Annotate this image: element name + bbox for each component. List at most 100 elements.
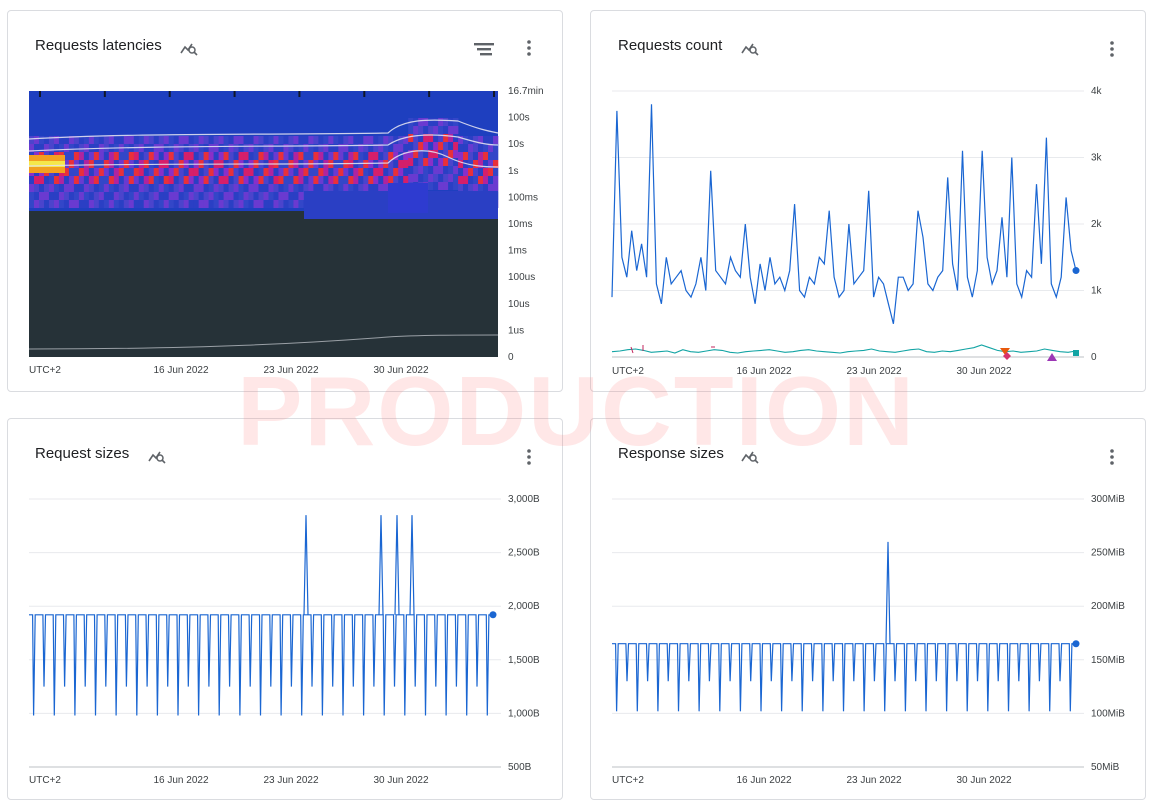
- heatmap-cell: [448, 126, 454, 134]
- heatmap-cell: [48, 200, 55, 208]
- heatmap-cell: [368, 152, 374, 160]
- heatmap-cell: [363, 152, 369, 160]
- heatmap-cell: [218, 144, 224, 152]
- heatmap-cell: [103, 152, 110, 160]
- heatmap-cell: [78, 184, 85, 192]
- heatmap-cell: [418, 126, 424, 134]
- heatmap-cell: [303, 144, 309, 152]
- heatmap-cell: [433, 118, 439, 126]
- heatmap-cell: [478, 160, 484, 168]
- heatmap-cell: [253, 184, 259, 192]
- explore-chart-icon[interactable]: [741, 40, 759, 56]
- heatmap-cell: [168, 168, 174, 176]
- heatmap-cell: [378, 144, 384, 152]
- heatmap-cell: [403, 176, 409, 184]
- heatmap-cell: [113, 184, 120, 192]
- heatmap-cell: [413, 166, 419, 174]
- heatmap-cell: [363, 176, 369, 184]
- percentile-line: [28, 150, 499, 168]
- heatmap-cell: [373, 184, 379, 192]
- heatmap-cell: [228, 184, 234, 192]
- heatmap-cell: [153, 176, 160, 184]
- heatmap-cell: [368, 184, 374, 192]
- heatmap-cell: [383, 184, 389, 192]
- heatmap-cell: [213, 192, 219, 200]
- heatmap-cell: [228, 176, 234, 184]
- more-options-icon[interactable]: [527, 40, 531, 56]
- heatmap-cell: [138, 200, 145, 208]
- heatmap-cell: [238, 192, 244, 200]
- heatmap-cell: [438, 174, 444, 182]
- heatmap-cell: [128, 192, 135, 200]
- heatmap-cell: [58, 184, 65, 192]
- heatmap-cell: [133, 136, 140, 144]
- heatmap-cell: [168, 200, 174, 208]
- heatmap-cell: [383, 160, 389, 168]
- heatmap-cell: [463, 176, 469, 184]
- heatmap-cell: [38, 144, 45, 152]
- heatmap-cell: [73, 184, 80, 192]
- heatmap-cell: [98, 160, 105, 168]
- heatmap-cell: [108, 152, 115, 160]
- heatmap-cell: [163, 144, 170, 152]
- heatmap-cell: [478, 168, 484, 176]
- heatmap-cell: [103, 184, 110, 192]
- heatmap-cell: [118, 192, 125, 200]
- heatmap-cell: [343, 184, 349, 192]
- heatmap-cell: [298, 136, 304, 144]
- annotation-marker: [1000, 348, 1010, 355]
- heatmap-cell: [153, 200, 160, 208]
- heatmap-cell: [138, 184, 145, 192]
- heatmap-cell: [208, 192, 214, 200]
- explore-chart-icon[interactable]: [180, 40, 198, 56]
- heatmap-cell: [33, 176, 40, 184]
- heatmap-cell: [123, 200, 130, 208]
- heatmap-cell: [38, 200, 45, 208]
- heatmap-cell: [428, 166, 434, 174]
- heatmap-cell: [438, 134, 444, 142]
- heatmap-cell: [113, 160, 120, 168]
- heatmap-cell: [183, 168, 189, 176]
- heatmap-cell: [43, 136, 50, 144]
- heatmap-cell: [163, 176, 170, 184]
- heatmap-cell: [413, 150, 419, 158]
- heatmap-cell: [393, 136, 399, 144]
- x-tick-label: 30 Jun 2022: [956, 775, 1011, 786]
- heatmap-cell: [378, 136, 384, 144]
- y-tick-label: 1ms: [508, 246, 527, 257]
- heatmap-cell: [298, 144, 304, 152]
- heatmap-cell: [423, 158, 429, 166]
- explore-chart-icon[interactable]: [741, 448, 759, 464]
- heatmap-cell: [393, 176, 399, 184]
- heatmap-cell: [368, 136, 374, 144]
- heatmap-cell: [238, 184, 244, 192]
- heatmap-cell: [193, 200, 199, 208]
- explore-chart-icon[interactable]: [148, 448, 166, 464]
- x-tick-label: 23 Jun 2022: [263, 775, 318, 786]
- heatmap-cell: [268, 192, 274, 200]
- heatmap-cell: [443, 150, 449, 158]
- heatmap-cell: [288, 168, 294, 176]
- heatmap-cell: [258, 184, 264, 192]
- heatmap-cell: [168, 176, 174, 184]
- heatmap-cell: [213, 176, 219, 184]
- more-options-icon[interactable]: [527, 449, 531, 465]
- more-options-icon[interactable]: [1110, 41, 1114, 57]
- heatmap-cell: [73, 152, 80, 160]
- heatmap-cell: [318, 184, 324, 192]
- heatmap-cell: [108, 176, 115, 184]
- heatmap-cell: [183, 152, 189, 160]
- heatmap-cell: [203, 136, 209, 144]
- heatmap-cell: [473, 176, 479, 184]
- heatmap-cell: [123, 168, 130, 176]
- heatmap-cell: [228, 136, 234, 144]
- legend-icon[interactable]: [474, 43, 494, 57]
- more-options-icon[interactable]: [1110, 449, 1114, 465]
- heatmap-cell: [113, 176, 120, 184]
- heatmap-cell: [453, 142, 459, 150]
- heatmap-cell: [328, 152, 334, 160]
- heatmap-cell: [233, 176, 239, 184]
- heatmap-cell: [458, 152, 464, 160]
- heatmap-cell: [268, 200, 274, 208]
- y-tick-label: 16.7min: [508, 86, 544, 97]
